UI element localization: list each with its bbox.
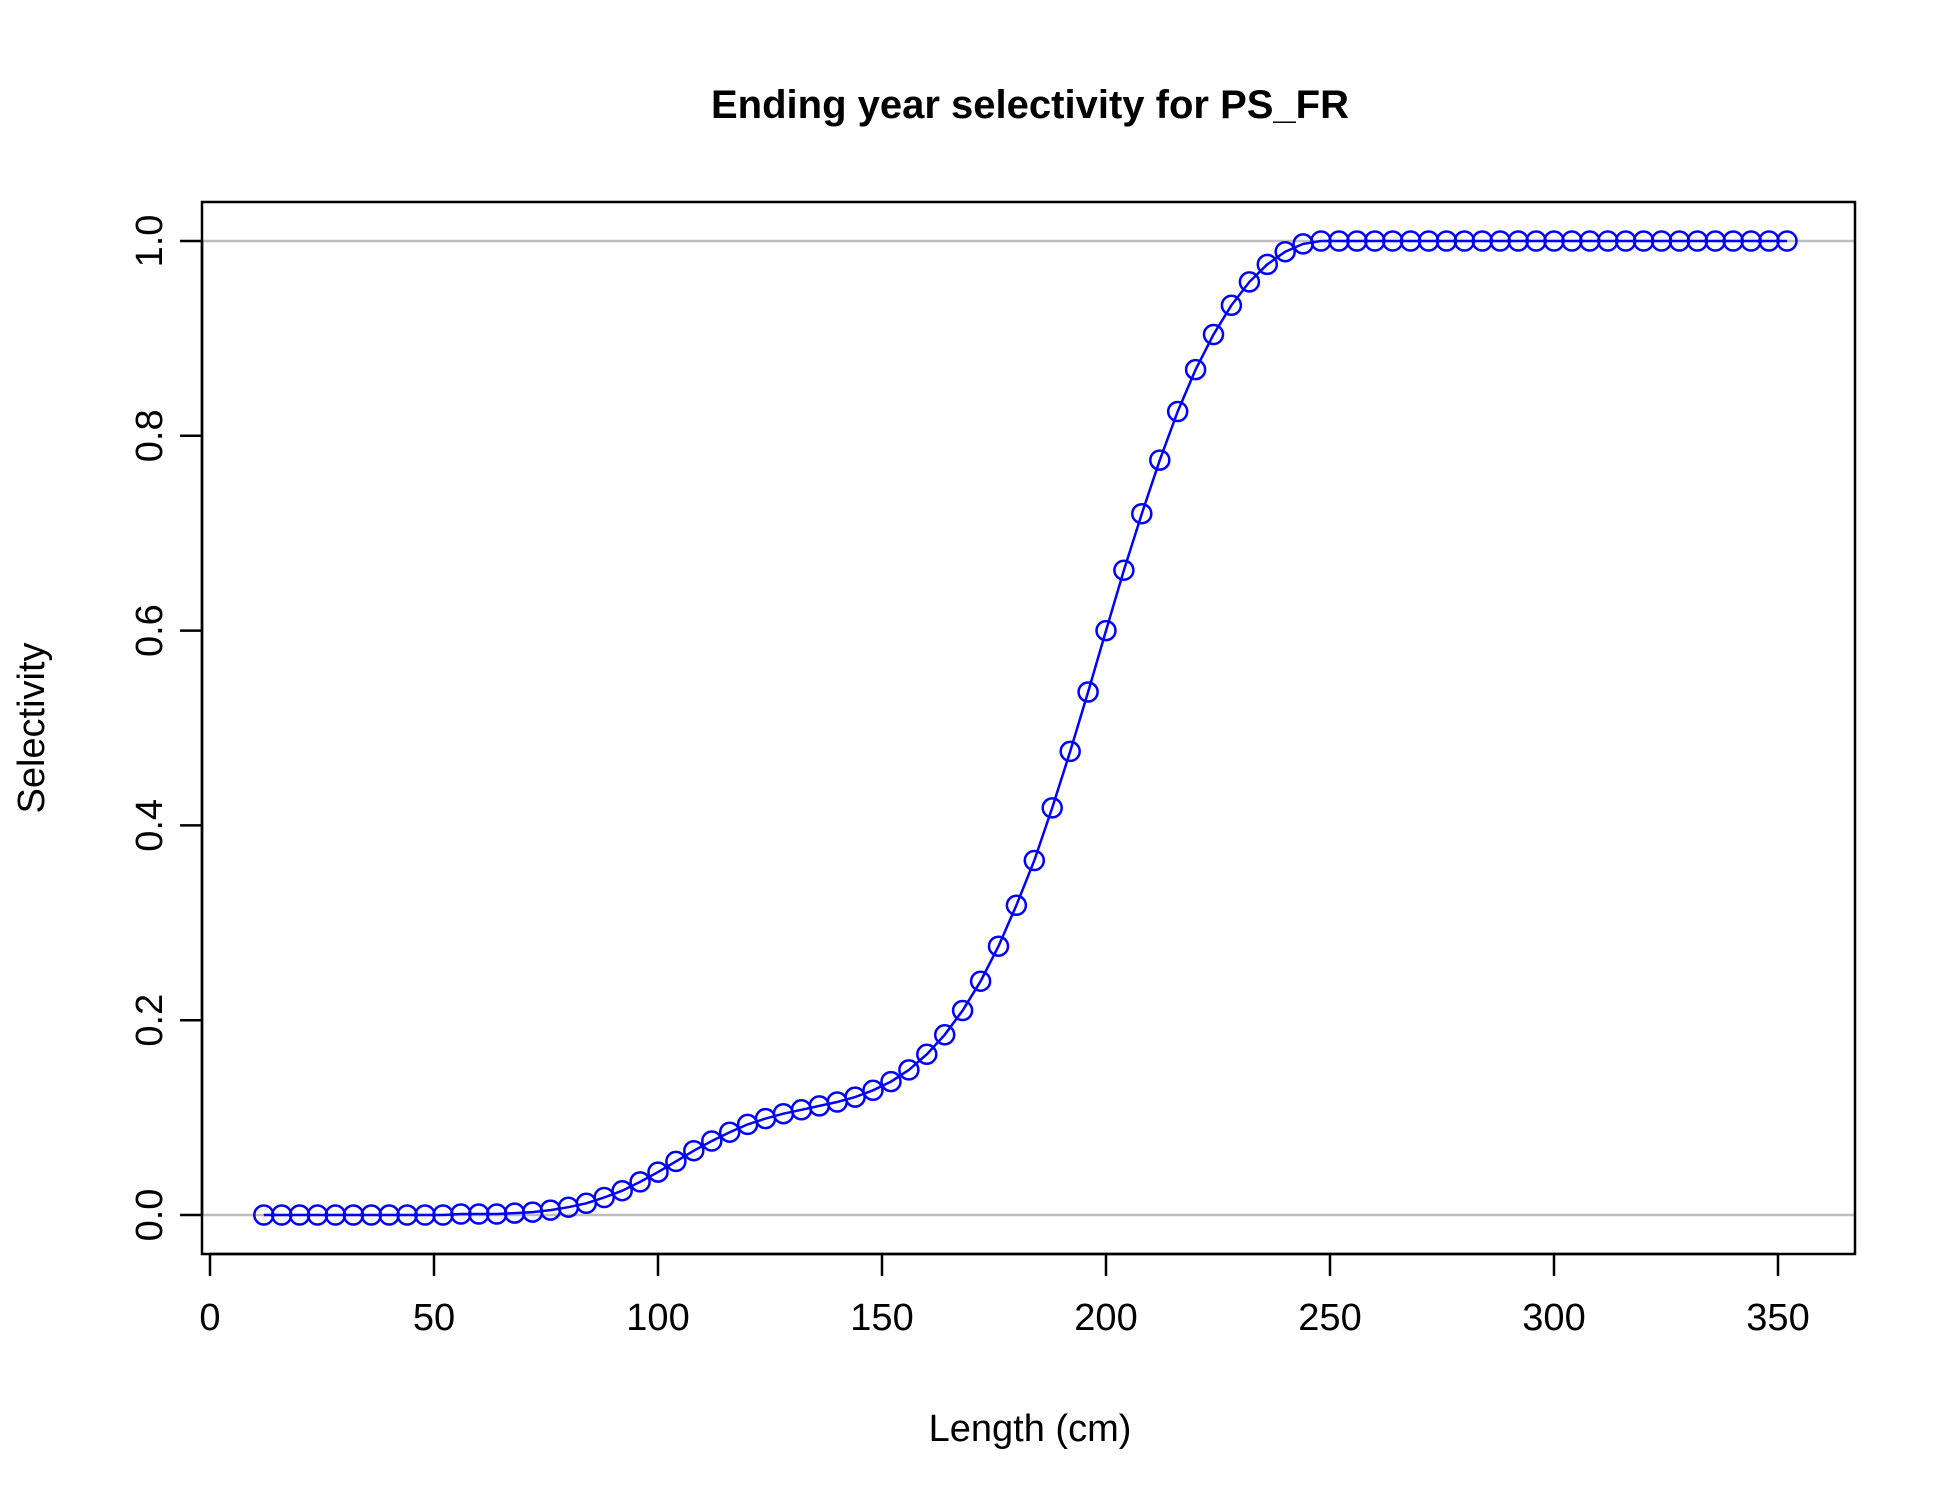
data-point bbox=[665, 1150, 687, 1173]
data-point bbox=[951, 999, 974, 1022]
data-point bbox=[1238, 271, 1261, 293]
series-layer bbox=[253, 230, 1798, 1226]
data-point bbox=[862, 1079, 884, 1102]
x-tick-label: 50 bbox=[413, 1297, 455, 1339]
data-point bbox=[1274, 240, 1296, 263]
x-axis: 0 50 100 150 200 250 300 350 bbox=[199, 1252, 1810, 1339]
selectivity-line bbox=[263, 239, 1787, 1217]
y-tick-label: 0.0 bbox=[129, 1189, 171, 1242]
data-point bbox=[933, 1024, 956, 1046]
data-point bbox=[1041, 797, 1063, 819]
data-point bbox=[844, 1086, 866, 1108]
x-tick-label: 250 bbox=[1298, 1297, 1361, 1339]
data-point bbox=[1202, 323, 1225, 346]
data-point bbox=[969, 970, 992, 992]
data-point bbox=[701, 1130, 723, 1152]
data-point bbox=[1005, 894, 1028, 917]
data-point bbox=[987, 935, 1010, 957]
data-point bbox=[1149, 449, 1171, 471]
y-tick-label: 0.2 bbox=[129, 994, 171, 1047]
x-tick-label: 200 bbox=[1074, 1297, 1137, 1339]
chart-title: Ending year selectivity for PS_FR bbox=[711, 83, 1349, 127]
data-point bbox=[1166, 400, 1189, 423]
data-point bbox=[1131, 502, 1153, 525]
data-point bbox=[629, 1171, 651, 1193]
x-axis-label: Length (cm) bbox=[929, 1408, 1132, 1450]
data-point bbox=[593, 1186, 615, 1209]
x-tick-label: 350 bbox=[1746, 1297, 1809, 1339]
x-tick-label: 300 bbox=[1522, 1297, 1585, 1339]
y-tick-label: 0.4 bbox=[129, 799, 171, 852]
data-point bbox=[1184, 358, 1207, 381]
y-tick-label: 0.6 bbox=[129, 604, 171, 657]
data-point bbox=[718, 1121, 741, 1143]
y-axis: 0.0 0.2 0.4 0.6 0.8 1.0 bbox=[129, 215, 204, 1242]
data-point bbox=[1256, 253, 1279, 276]
x-tick-label: 0 bbox=[199, 1297, 220, 1339]
data-point bbox=[1220, 294, 1243, 317]
data-point bbox=[1059, 740, 1081, 763]
data-point bbox=[611, 1179, 633, 1202]
data-point bbox=[880, 1070, 902, 1093]
data-point bbox=[1023, 849, 1046, 872]
data-point bbox=[647, 1161, 669, 1183]
y-axis-label: Selectivity bbox=[11, 642, 53, 813]
y-tick-label: 1.0 bbox=[129, 215, 171, 268]
data-point bbox=[1095, 619, 1117, 642]
data-point bbox=[683, 1139, 705, 1162]
data-point bbox=[1077, 681, 1099, 703]
data-point bbox=[898, 1059, 920, 1081]
x-tick-label: 100 bbox=[626, 1297, 689, 1339]
data-point bbox=[1776, 230, 1798, 252]
data-point bbox=[916, 1043, 938, 1066]
x-tick-label: 150 bbox=[850, 1297, 913, 1339]
y-tick-label: 0.8 bbox=[129, 409, 171, 462]
data-point bbox=[1113, 559, 1135, 581]
